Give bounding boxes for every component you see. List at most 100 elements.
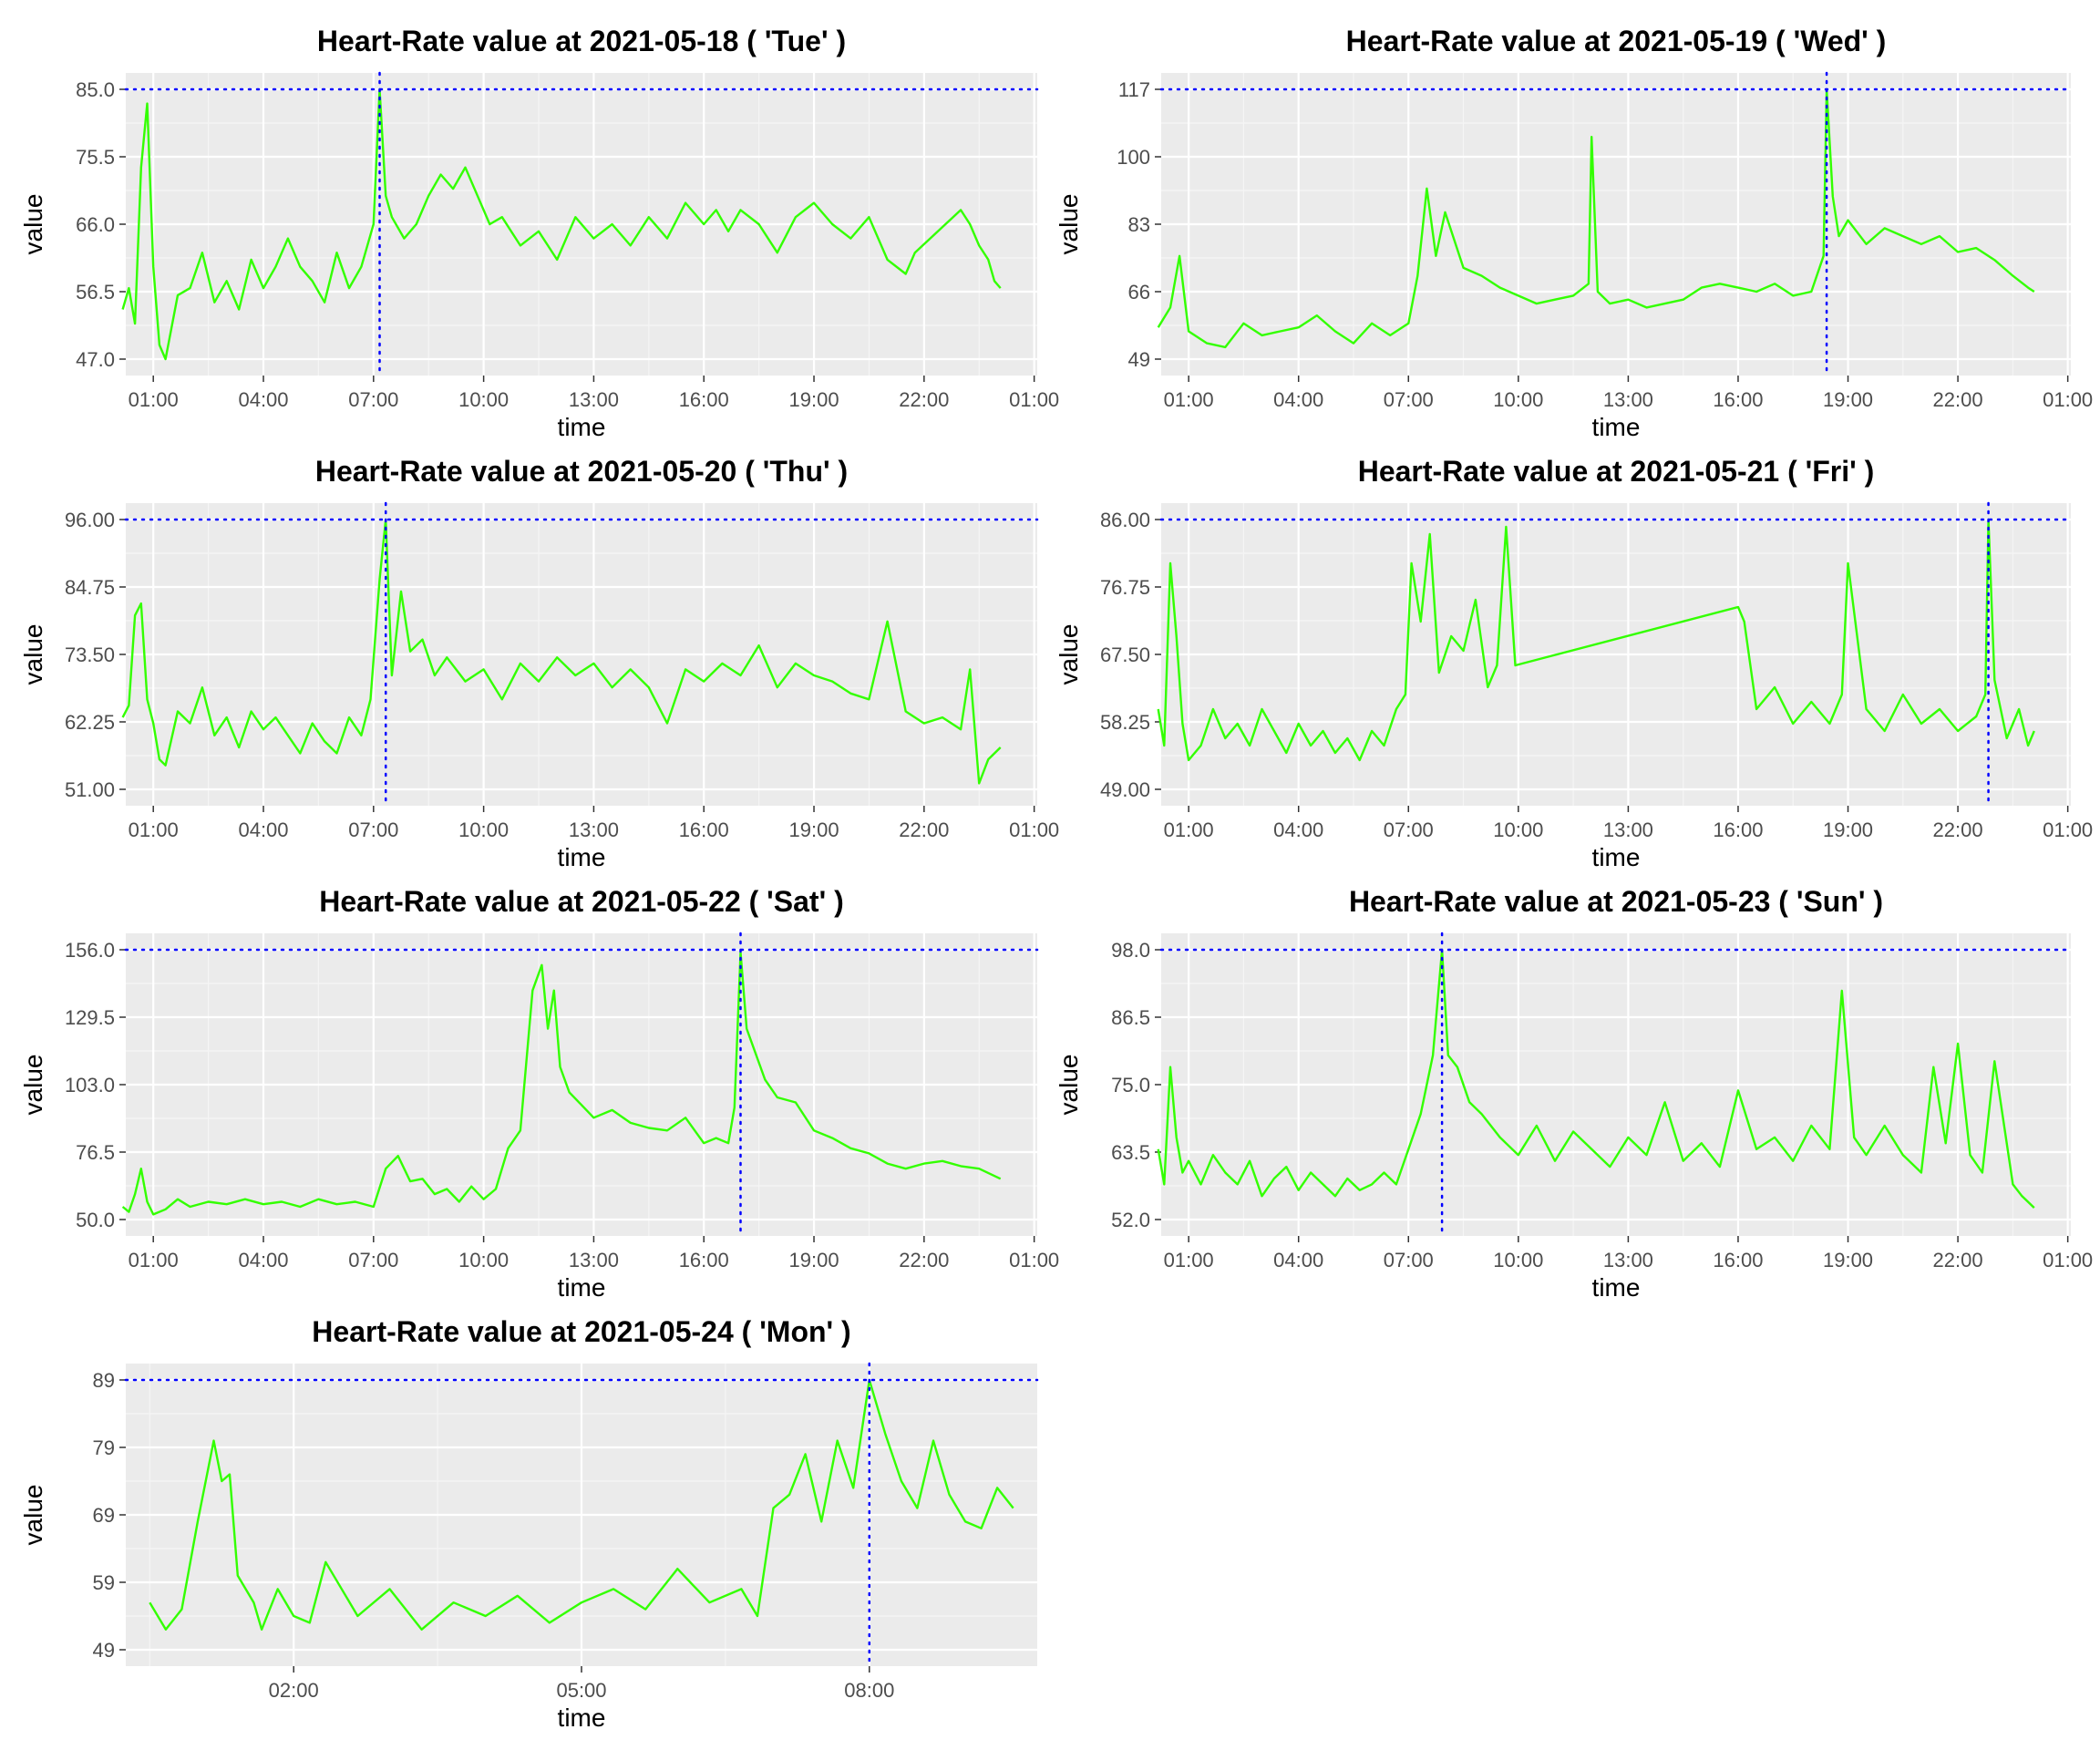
x-tick-label: 07:00	[348, 1249, 398, 1271]
x-tick-label: 16:00	[679, 388, 729, 411]
x-tick-label: 19:00	[1823, 1249, 1873, 1271]
x-tick-label: 10:00	[458, 818, 509, 841]
x-axis-label: time	[1592, 1273, 1641, 1302]
chart-title: Heart-Rate value at 2021-05-21 ( 'Fri' )	[1358, 455, 1875, 488]
x-tick-label: 22:00	[1933, 818, 1983, 841]
x-tick-label: 22:00	[899, 388, 949, 411]
y-tick-label: 66.0	[76, 213, 115, 236]
x-tick-label: 08:00	[844, 1679, 894, 1702]
y-tick-label: 49.00	[1100, 778, 1150, 801]
x-axis-label: time	[1592, 843, 1641, 871]
y-tick-label: 66	[1128, 281, 1150, 304]
y-tick-label: 76.5	[76, 1141, 115, 1164]
x-tick-label: 01:00	[129, 818, 179, 841]
chart-title: Heart-Rate value at 2021-05-22 ( 'Sat' )	[319, 885, 843, 918]
chart-panel-5: 01:00 04:00 07:00 10:00 13:00 16:00 19:00 22:00…	[19, 885, 1059, 1302]
y-tick-label: 51.00	[65, 778, 115, 801]
x-tick-label: 10:00	[458, 1249, 509, 1271]
x-tick-label: 19:00	[789, 388, 839, 411]
x-tick-label: 01:00	[1164, 388, 1214, 411]
x-tick-label: 07:00	[1384, 1249, 1434, 1271]
y-tick-label: 76.75	[1100, 576, 1150, 599]
x-tick-label: 10:00	[1493, 818, 1543, 841]
x-tick-label: 19:00	[789, 1249, 839, 1271]
x-tick-label: 01:00	[129, 1249, 179, 1271]
y-tick-label: 86.5	[1111, 1006, 1150, 1029]
x-tick-label: 13:00	[569, 1249, 619, 1271]
panels: 01:00 04:00 07:00 10:00 13:00 16:00 19:00 22:00…	[19, 25, 2093, 1732]
heart-rate-series-line	[1157, 948, 2035, 1209]
heart-rate-series-line	[121, 951, 1002, 1216]
y-tick-label: 73.50	[65, 643, 115, 666]
y-tick-label: 63.5	[1111, 1141, 1150, 1164]
heart-rate-series-line	[1157, 88, 2035, 349]
chart-title: Heart-Rate value at 2021-05-19 ( 'Wed' )	[1346, 25, 1887, 57]
y-tick-label: 58.25	[1100, 711, 1150, 734]
x-tick-label: 04:00	[238, 388, 288, 411]
y-tick-label: 49	[93, 1639, 115, 1662]
x-tick-label: 04:00	[238, 818, 288, 841]
chart-title: Heart-Rate value at 2021-05-24 ( 'Mon' )	[312, 1315, 850, 1348]
y-tick-label: 83	[1128, 213, 1150, 236]
y-tick-label: 50.0	[76, 1209, 115, 1231]
y-tick-label: 75.0	[1111, 1074, 1150, 1096]
y-tick-label: 52.0	[1111, 1209, 1150, 1231]
x-tick-label: 07:00	[1384, 388, 1434, 411]
y-tick-label: 75.5	[76, 146, 115, 169]
y-tick-label: 156.0	[65, 939, 115, 962]
chart-title: Heart-Rate value at 2021-05-18 ( 'Tue' )	[317, 25, 846, 57]
x-tick-label: 16:00	[679, 1249, 729, 1271]
y-tick-label: 86.00	[1100, 509, 1150, 531]
y-tick-label: 84.75	[65, 576, 115, 599]
x-tick-label: 01:00	[1164, 818, 1214, 841]
x-axis-label: time	[1592, 413, 1641, 441]
x-tick-label: 22:00	[899, 1249, 949, 1271]
chart-title: Heart-Rate value at 2021-05-20 ( 'Thu' )	[315, 455, 848, 488]
y-tick-label: 47.0	[76, 348, 115, 371]
x-tick-label: 19:00	[1823, 818, 1873, 841]
x-tick-label: 10:00	[1493, 388, 1543, 411]
y-tick-label: 100	[1117, 146, 1150, 169]
y-axis-label: value	[1055, 194, 1083, 255]
y-tick-label: 79	[93, 1436, 115, 1459]
y-tick-label: 62.25	[65, 711, 115, 734]
chart-panel-7: 02:00 05:00 08:00 49 59 69 79 89 Heart-Rate valu…	[19, 1315, 1039, 1732]
x-tick-label: 04:00	[238, 1249, 288, 1271]
y-tick-label: 117	[1118, 78, 1150, 101]
x-tick-label: 16:00	[679, 818, 729, 841]
y-tick-label: 56.5	[76, 281, 115, 304]
x-tick-label: 19:00	[789, 818, 839, 841]
x-tick-label: 01:00	[2043, 388, 2093, 411]
chart-panel-2: 01:00 04:00 07:00 10:00 13:00 16:00 19:00 22:00…	[1055, 25, 2093, 441]
x-tick-label: 13:00	[569, 818, 619, 841]
x-tick-label: 19:00	[1823, 388, 1873, 411]
y-axis-label: value	[19, 624, 47, 685]
x-axis-label: time	[558, 413, 606, 441]
x-tick-label: 04:00	[1273, 388, 1323, 411]
y-tick-label: 85.0	[76, 78, 115, 101]
x-tick-label: 07:00	[348, 818, 398, 841]
x-tick-label: 13:00	[569, 388, 619, 411]
y-tick-label: 129.5	[65, 1006, 115, 1029]
heart-rate-series-line	[149, 1378, 1014, 1632]
x-tick-label: 01:00	[1009, 818, 1059, 841]
x-tick-label: 10:00	[1493, 1249, 1543, 1271]
x-tick-label: 01:00	[1164, 1249, 1214, 1271]
x-tick-label: 01:00	[1009, 388, 1059, 411]
chart-panel-1: 01:00 04:00 07:00 10:00 13:00 16:00 19:00 22:00…	[19, 25, 1059, 441]
y-axis-label: value	[1055, 1055, 1083, 1116]
x-tick-label: 10:00	[458, 388, 509, 411]
y-tick-label: 67.50	[1100, 643, 1150, 666]
x-tick-label: 01:00	[2043, 1249, 2093, 1271]
chart-panel-4: 01:00 04:00 07:00 10:00 13:00 16:00 19:00 22:00…	[1055, 455, 2093, 871]
heart-rate-series-line	[121, 88, 1002, 361]
y-tick-label: 89	[93, 1369, 115, 1392]
y-axis-label: value	[19, 1055, 47, 1116]
x-axis-label: time	[558, 1273, 606, 1302]
x-tick-label: 07:00	[348, 388, 398, 411]
y-tick-label: 69	[93, 1504, 115, 1527]
x-tick-label: 05:00	[556, 1679, 606, 1702]
chart-panel-3: 01:00 04:00 07:00 10:00 13:00 16:00 19:00 22:00…	[19, 455, 1059, 871]
x-axis-label: time	[558, 843, 606, 871]
